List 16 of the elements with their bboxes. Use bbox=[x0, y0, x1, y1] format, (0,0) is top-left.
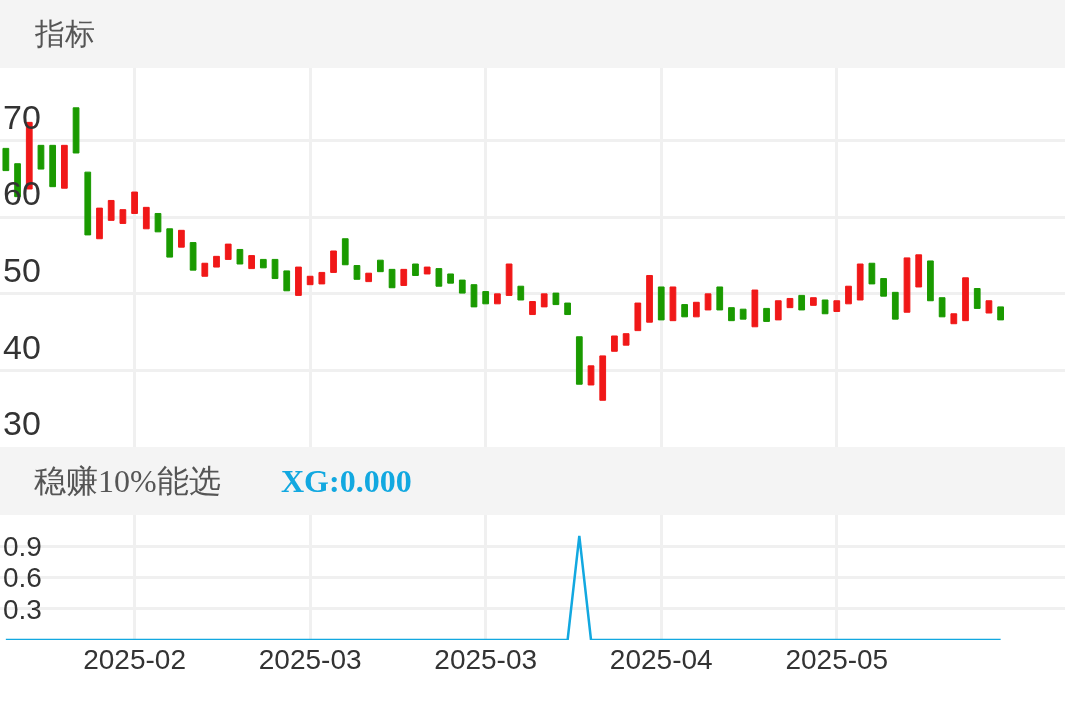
x-tick-label: 2025-03 bbox=[434, 644, 538, 675]
x-tick-label: 2025-05 bbox=[785, 644, 889, 675]
y-tick-label: 60 bbox=[3, 174, 41, 213]
y-tick-label: 70 bbox=[3, 97, 41, 136]
y-tick-label: 0.6 bbox=[3, 562, 42, 594]
y-tick-label: 50 bbox=[3, 250, 41, 289]
y-tick-label: 30 bbox=[3, 404, 41, 443]
chart-title: 稳赚10%能选 bbox=[34, 463, 221, 499]
y-tick-label: 40 bbox=[3, 327, 41, 366]
x-tick-label: 2025-02 bbox=[83, 644, 186, 675]
y-tick-label: 0.3 bbox=[3, 593, 42, 625]
x-tick-label: 2025-04 bbox=[609, 644, 713, 675]
text: XG:0.000 bbox=[281, 463, 412, 499]
y-tick-label: 0.9 bbox=[3, 531, 42, 563]
chart-title: 指标 bbox=[34, 16, 95, 51]
x-tick-label: 2025-03 bbox=[258, 644, 362, 675]
